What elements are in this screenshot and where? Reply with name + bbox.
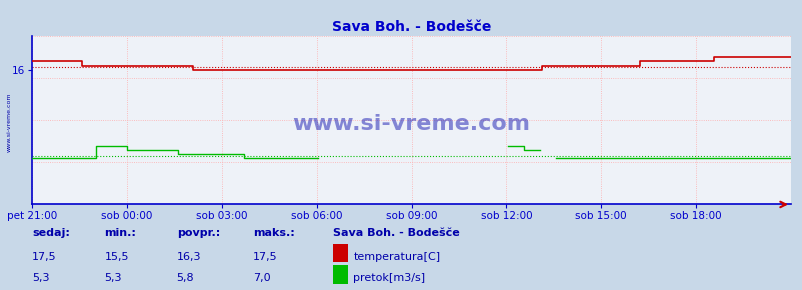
Text: sedaj:: sedaj: [32,228,70,238]
Text: maks.:: maks.: [253,228,294,238]
Text: www.si-vreme.com: www.si-vreme.com [7,92,12,152]
Text: temperatura[C]: temperatura[C] [353,251,439,262]
Title: Sava Boh. - Bodešče: Sava Boh. - Bodešče [331,20,491,34]
Text: pretok[m3/s]: pretok[m3/s] [353,273,425,283]
Text: 15,5: 15,5 [104,251,129,262]
Text: 5,3: 5,3 [32,273,50,283]
Text: 5,3: 5,3 [104,273,122,283]
Text: 17,5: 17,5 [253,251,277,262]
Text: 5,8: 5,8 [176,273,194,283]
Text: 16,3: 16,3 [176,251,201,262]
Text: min.:: min.: [104,228,136,238]
Text: Sava Boh. - Bodešče: Sava Boh. - Bodešče [333,228,460,238]
Text: www.si-vreme.com: www.si-vreme.com [292,114,530,134]
Text: 7,0: 7,0 [253,273,270,283]
Text: 17,5: 17,5 [32,251,57,262]
Text: povpr.:: povpr.: [176,228,220,238]
